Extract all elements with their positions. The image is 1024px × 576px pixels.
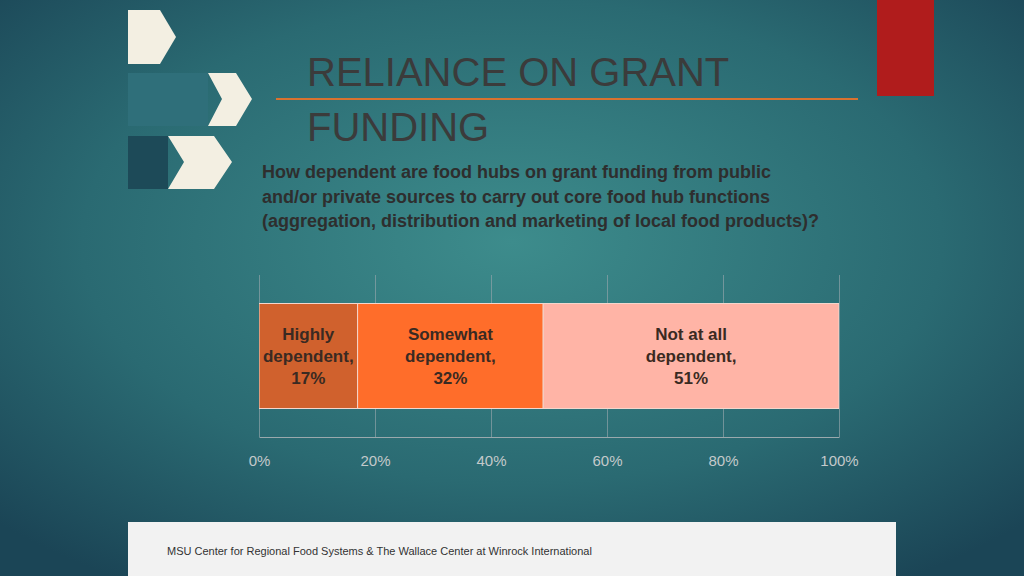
tick-label: 80% <box>708 452 738 469</box>
tick-label: 40% <box>476 452 506 469</box>
title-rule <box>276 98 858 100</box>
data-label-name: Somewhat dependent, <box>405 325 496 366</box>
axis-line <box>260 437 840 438</box>
data-label-value: 17% <box>291 369 325 388</box>
background <box>0 0 1024 576</box>
text-line: Highly <box>282 325 334 344</box>
data-label-name: Highly dependent, <box>263 325 354 366</box>
subtitle: How dependent are food hubs on grant fun… <box>262 162 819 231</box>
tick-label: 100% <box>820 452 858 469</box>
bar-segment <box>543 304 839 409</box>
text-line: FUNDING <box>307 105 489 149</box>
accent-block <box>877 0 934 96</box>
text-line: RELIANCE ON GRANT <box>307 50 729 94</box>
chevron <box>128 10 176 64</box>
x-axis: 0% 20% 40% 60% 80% 100% <box>249 275 859 469</box>
chevron <box>168 136 232 189</box>
data-labels: Highly dependent, 17% Somewhat dependent, 32%… <box>263 325 736 388</box>
bars <box>259 304 839 409</box>
text-line: Somewhat <box>408 325 493 344</box>
tick-label: 0% <box>249 452 271 469</box>
decoration <box>128 0 934 189</box>
tick-label: 60% <box>592 452 622 469</box>
data-label-value: 51% <box>674 369 708 388</box>
text-line: and/or private sources to carry out core… <box>262 187 770 207</box>
bar-segment <box>259 304 358 409</box>
text-line: dependent, <box>263 347 354 366</box>
text-line: dependent, <box>646 347 737 366</box>
text-line: Not at all <box>655 325 727 344</box>
tick-label: 20% <box>360 452 390 469</box>
data-label-name: Not at all dependent, <box>646 325 737 366</box>
grid-line <box>839 275 840 437</box>
slide: RELIANCE ON GRANT FUNDING How dependent ar… <box>0 0 1024 576</box>
text-line: How dependent are food hubs on grant fun… <box>262 162 771 182</box>
text-line: dependent, <box>405 347 496 366</box>
source-note: MSU Center for Regional Food Systems & T… <box>167 545 592 557</box>
footer-box <box>128 522 896 576</box>
tile <box>128 136 168 189</box>
photo-tile <box>128 73 208 126</box>
text-line: (aggregation, distribution and marketing… <box>262 211 819 231</box>
data-label-value: 32% <box>433 369 467 388</box>
bar-segment <box>358 304 544 409</box>
chevron <box>208 73 252 126</box>
